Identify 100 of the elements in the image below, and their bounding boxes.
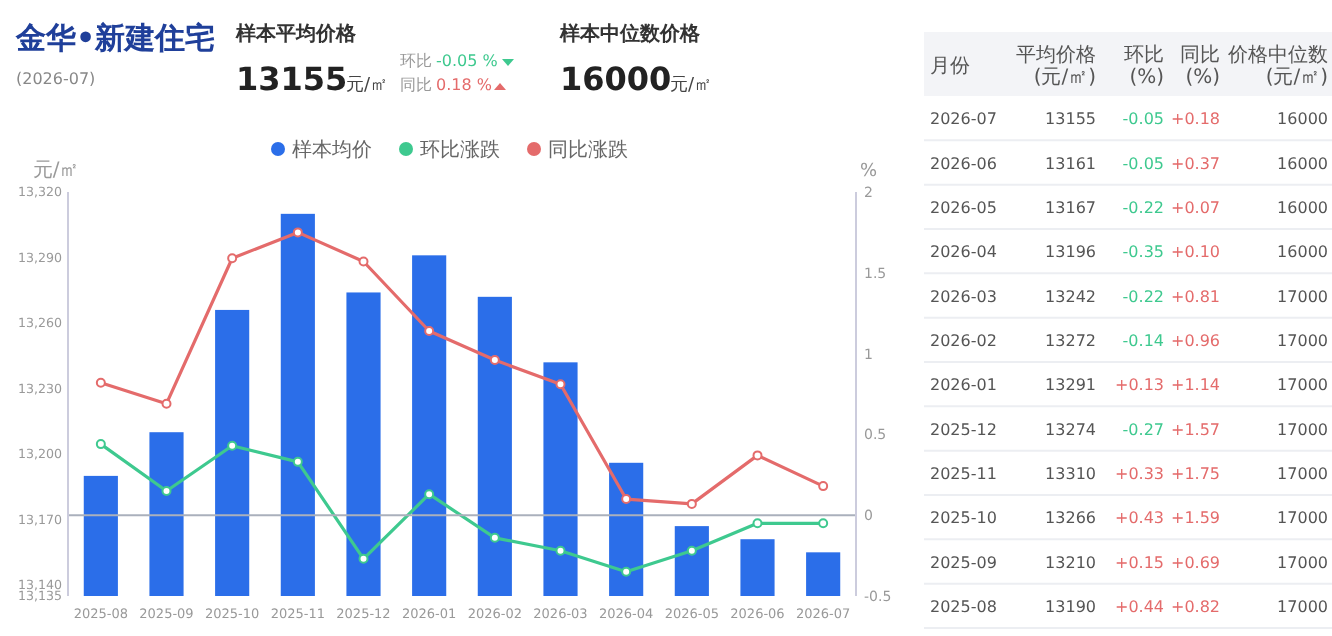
category-label: 2026-05 bbox=[930, 198, 997, 217]
point bbox=[161, 398, 172, 409]
data-label: 13196 bbox=[1045, 243, 1096, 262]
data-label: 13161 bbox=[1045, 154, 1096, 173]
data-label: +0.37 bbox=[1170, 154, 1220, 173]
data-label: +0.18 bbox=[1170, 110, 1220, 129]
point bbox=[424, 489, 435, 500]
text: 0.18 % bbox=[436, 76, 493, 94]
data-label: +0.10 bbox=[1170, 243, 1220, 262]
point bbox=[686, 545, 697, 556]
data-label: +0.43 bbox=[1114, 509, 1164, 528]
point bbox=[161, 485, 172, 496]
data-label: 17000 bbox=[1277, 420, 1328, 439]
data-label: -0.35 bbox=[1122, 243, 1164, 262]
data-label: +0.69 bbox=[1170, 553, 1220, 572]
data-label: +0.96 bbox=[1170, 331, 1220, 350]
data-label: +1.59 bbox=[1170, 509, 1220, 528]
data-label: +0.07 bbox=[1170, 198, 1220, 217]
text: 平均价格(元/㎡) bbox=[1016, 43, 1097, 89]
point bbox=[555, 545, 566, 556]
point bbox=[358, 553, 369, 564]
point bbox=[95, 377, 106, 388]
data-label: 13242 bbox=[1045, 287, 1096, 306]
point bbox=[752, 450, 763, 461]
category-label: 2025-09 bbox=[930, 553, 997, 572]
point bbox=[424, 325, 435, 336]
point bbox=[227, 253, 238, 264]
data-label: +1.57 bbox=[1170, 420, 1220, 439]
data-label: -0.05 bbox=[1122, 110, 1164, 129]
text: 元/㎡ bbox=[670, 74, 713, 96]
data-label: 17000 bbox=[1277, 287, 1328, 306]
text: 环比(%) bbox=[1124, 43, 1165, 89]
point bbox=[555, 379, 566, 390]
category-label: 2025-11 bbox=[930, 464, 997, 483]
y-axis-title: 元/㎡ bbox=[32, 160, 80, 182]
data-label: -0.14 bbox=[1122, 331, 1164, 350]
category-label: 2026-04 bbox=[930, 243, 997, 262]
data-label: 17000 bbox=[1277, 376, 1328, 395]
point bbox=[358, 256, 369, 267]
legend-label: 样本均价 bbox=[292, 138, 372, 162]
data-label: 16000 bbox=[1277, 198, 1328, 217]
category-label: 2025-12 bbox=[930, 420, 997, 439]
data-label: -0.22 bbox=[1122, 198, 1164, 217]
point bbox=[292, 227, 303, 238]
data-label: 16000 bbox=[1277, 110, 1328, 129]
text: 13155 bbox=[236, 60, 348, 98]
data-label: +0.33 bbox=[1114, 464, 1164, 483]
point bbox=[489, 532, 500, 543]
legend-label: 环比涨跌 bbox=[420, 138, 500, 162]
text: -0.05 % bbox=[436, 52, 499, 70]
data-label: +0.82 bbox=[1170, 597, 1220, 616]
data-label: +1.14 bbox=[1170, 376, 1220, 395]
text: 环比 bbox=[400, 52, 432, 70]
point bbox=[292, 456, 303, 467]
point bbox=[818, 481, 829, 492]
data-label: 17000 bbox=[1277, 464, 1328, 483]
point bbox=[621, 494, 632, 505]
data-label: +0.13 bbox=[1114, 376, 1164, 395]
point bbox=[489, 355, 500, 366]
category-label: 2025-10 bbox=[930, 509, 997, 528]
point bbox=[227, 440, 238, 451]
text: 样本平均价格 bbox=[234, 22, 358, 46]
data-label: -0.27 bbox=[1122, 420, 1164, 439]
category-label: 2026-01 bbox=[930, 376, 997, 395]
category-label: 2026-02 bbox=[930, 331, 997, 350]
point bbox=[818, 518, 829, 529]
data-label: 13266 bbox=[1045, 509, 1096, 528]
data-label: -0.22 bbox=[1122, 287, 1164, 306]
text: 金华•新建住宅 bbox=[14, 20, 216, 56]
text: 16000 bbox=[560, 60, 672, 98]
data-label: 17000 bbox=[1277, 509, 1328, 528]
data-label: 16000 bbox=[1277, 243, 1328, 262]
text: 月份 bbox=[930, 56, 970, 78]
data-label: -0.05 bbox=[1122, 154, 1164, 173]
data-label: 13167 bbox=[1045, 198, 1096, 217]
point bbox=[95, 439, 106, 450]
category-label: 2026-07 bbox=[930, 110, 997, 129]
category-label: 2026-03 bbox=[930, 287, 997, 306]
data-label: 13210 bbox=[1045, 553, 1096, 572]
data-label: 17000 bbox=[1277, 553, 1328, 572]
text: (2026-07) bbox=[16, 70, 96, 88]
data-label: 16000 bbox=[1277, 154, 1328, 173]
category-label: 2026-06 bbox=[930, 154, 997, 173]
data-label: +0.81 bbox=[1170, 287, 1220, 306]
data-label: +0.15 bbox=[1114, 553, 1164, 572]
data-label: +0.44 bbox=[1114, 597, 1164, 616]
text: 价格中位数(元/㎡) bbox=[1226, 43, 1329, 89]
data-label: 13310 bbox=[1045, 464, 1096, 483]
data-label: 13274 bbox=[1045, 420, 1096, 439]
data-label: 17000 bbox=[1277, 331, 1328, 350]
point bbox=[621, 566, 632, 577]
text: 同比 bbox=[400, 76, 432, 94]
data-label: 13272 bbox=[1045, 331, 1096, 350]
legend-label: 同比涨跌 bbox=[548, 138, 628, 162]
data-label: 17000 bbox=[1277, 597, 1328, 616]
text: 样本中位数价格 bbox=[558, 22, 702, 46]
data-label: 13291 bbox=[1045, 376, 1096, 395]
data-label: 13190 bbox=[1045, 597, 1096, 616]
y2-axis-title: % bbox=[860, 162, 878, 182]
text: 同比(%) bbox=[1180, 43, 1221, 89]
